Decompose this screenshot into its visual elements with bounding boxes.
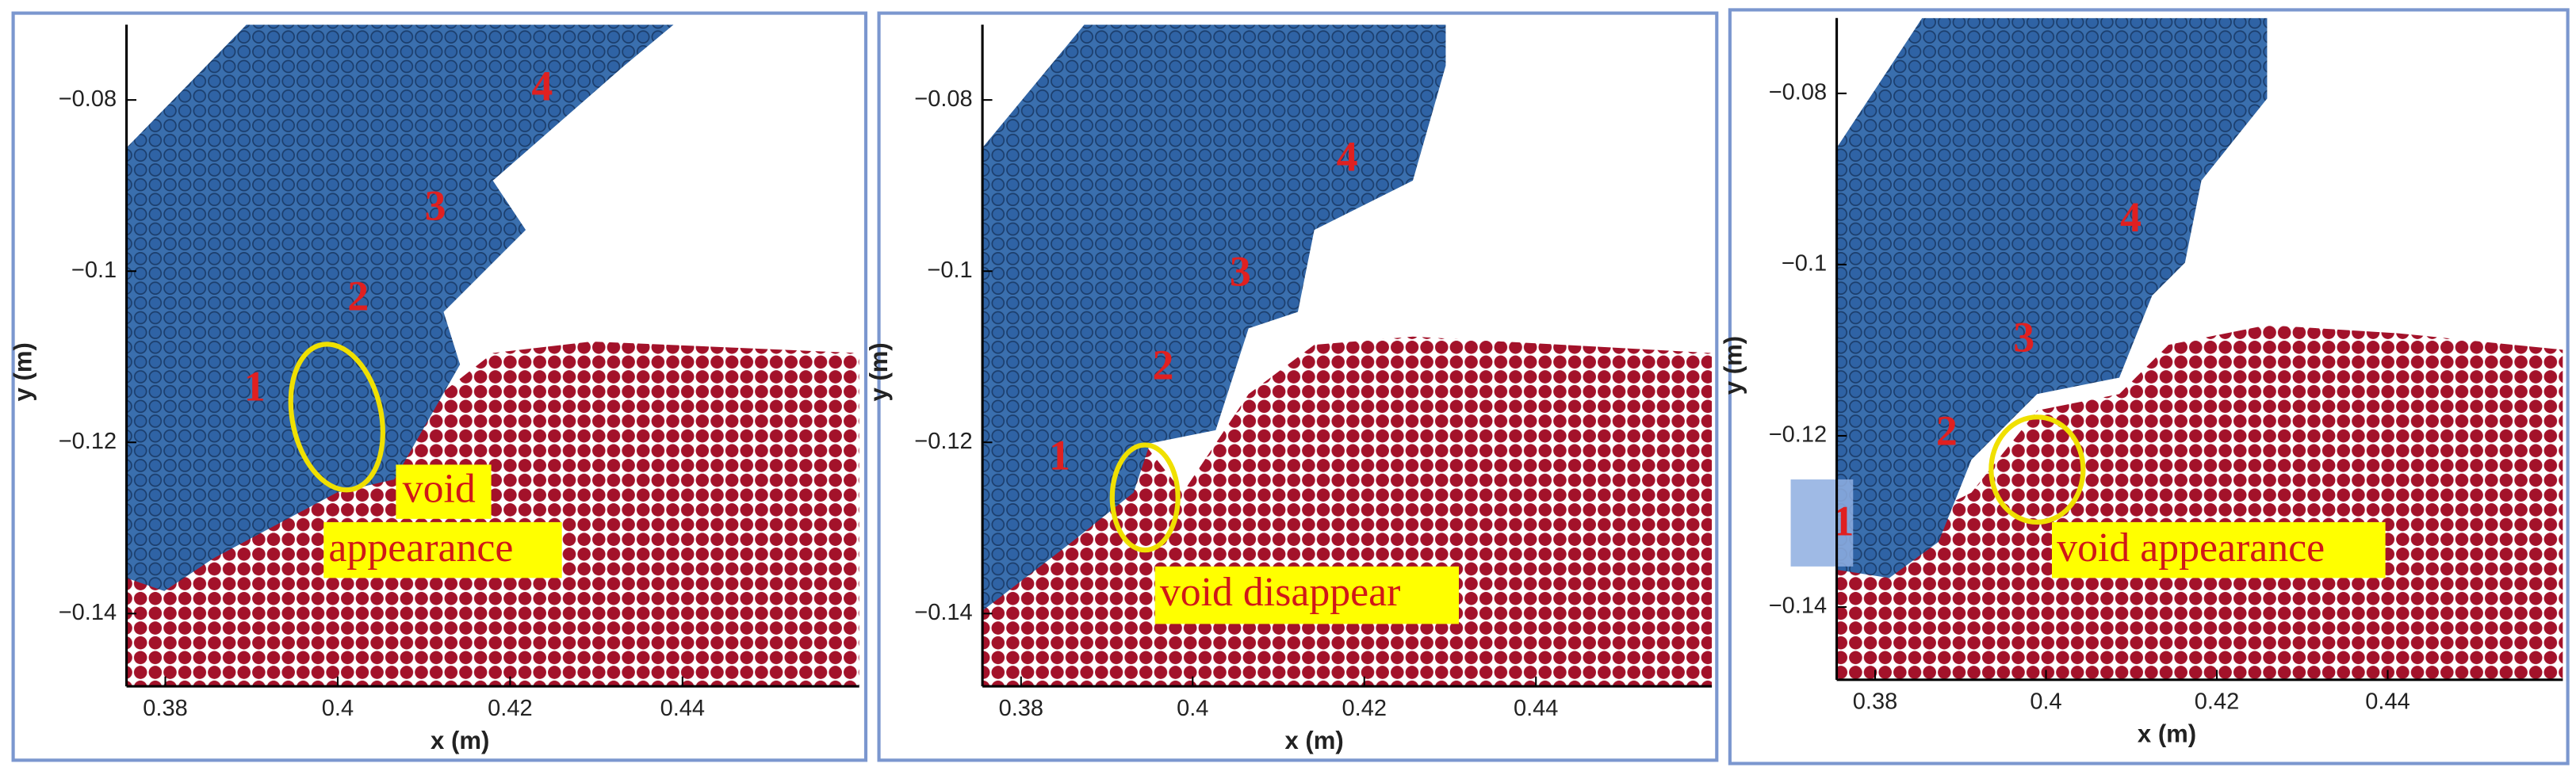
void-marker — [1109, 442, 1181, 553]
x-axis-label: x (m) — [431, 727, 489, 754]
x-tick-label: 0.44 — [2365, 689, 2409, 714]
y-tick-label: −0.08 — [59, 86, 117, 112]
y-tick-label: −0.12 — [1769, 422, 1827, 448]
x-tick-label: 0.44 — [1514, 696, 1558, 721]
y-axis-label: y (m) — [865, 342, 893, 401]
note-box — [396, 464, 492, 519]
tooth-label: 4 — [1337, 132, 1358, 180]
note-box — [1154, 566, 1459, 624]
y-tick-label: −0.12 — [914, 429, 972, 454]
cutter-particles — [982, 25, 1446, 611]
cutter-particles — [1836, 17, 2268, 578]
void-marker — [288, 342, 385, 493]
y-tick-label: −0.08 — [914, 86, 972, 112]
tooth-label: 4 — [2120, 193, 2142, 241]
y-tick-label: −0.1 — [71, 258, 117, 283]
x-axis-label: x (m) — [2138, 720, 2196, 748]
tooth-label: 2 — [347, 273, 369, 320]
y-tick-label: −0.14 — [914, 600, 972, 625]
note-box — [2051, 521, 2386, 578]
note: void appearance — [2057, 525, 2325, 571]
particles — [126, 25, 859, 687]
y-tick-label: −0.14 — [1769, 594, 1827, 619]
note: appearance — [328, 525, 513, 571]
y-tick-label: −0.14 — [59, 600, 117, 625]
void-marker — [1988, 414, 2086, 525]
x-tick-label: 0.38 — [999, 696, 1043, 721]
tooth-label: 2 — [1936, 407, 1958, 454]
tooth-label: 3 — [2013, 313, 2034, 361]
y-tick-label: −0.12 — [59, 429, 117, 454]
tooth-label: 1 — [1049, 432, 1070, 479]
x-tick-label: 0.38 — [143, 696, 187, 721]
sand-particles — [1836, 325, 2563, 680]
y-tick-label: −0.08 — [1769, 80, 1827, 105]
note: void — [403, 467, 476, 512]
tooth-label: 4 — [531, 62, 553, 109]
particles — [1836, 17, 2563, 680]
note-box — [323, 521, 562, 578]
x-tick-label: 0.4 — [322, 696, 354, 721]
panel-frame — [11, 11, 868, 762]
x-tick-label: 0.38 — [1853, 689, 1897, 714]
x-tick-label: 0.44 — [660, 696, 705, 721]
y-axis-label: y (m) — [1719, 336, 1747, 395]
x-tick-label: 0.42 — [2195, 689, 2239, 714]
x-tick-label: 0.42 — [488, 696, 532, 721]
tooth-label: 3 — [1230, 247, 1251, 295]
tooth-label: 1 — [244, 363, 266, 410]
tooth-label: 2 — [1153, 342, 1174, 389]
y-axis-label: y (m) — [9, 342, 36, 401]
sand-particles — [126, 341, 859, 687]
panel-frame — [877, 11, 1719, 762]
x-tick-label: 0.4 — [1177, 696, 1208, 721]
y-tick-label: −0.1 — [927, 258, 972, 283]
y-tick-label: −0.1 — [1782, 251, 1827, 277]
cutter-particles — [126, 25, 674, 591]
x-axis-label: x (m) — [1285, 727, 1344, 754]
x-tick-label: 0.4 — [2030, 689, 2061, 714]
panel-frame — [1728, 8, 2570, 765]
x-tick-label: 0.42 — [1342, 696, 1387, 721]
highlight — [1790, 479, 1854, 567]
tooth-label: 3 — [425, 182, 446, 230]
note: void disappear — [1160, 570, 1401, 615]
